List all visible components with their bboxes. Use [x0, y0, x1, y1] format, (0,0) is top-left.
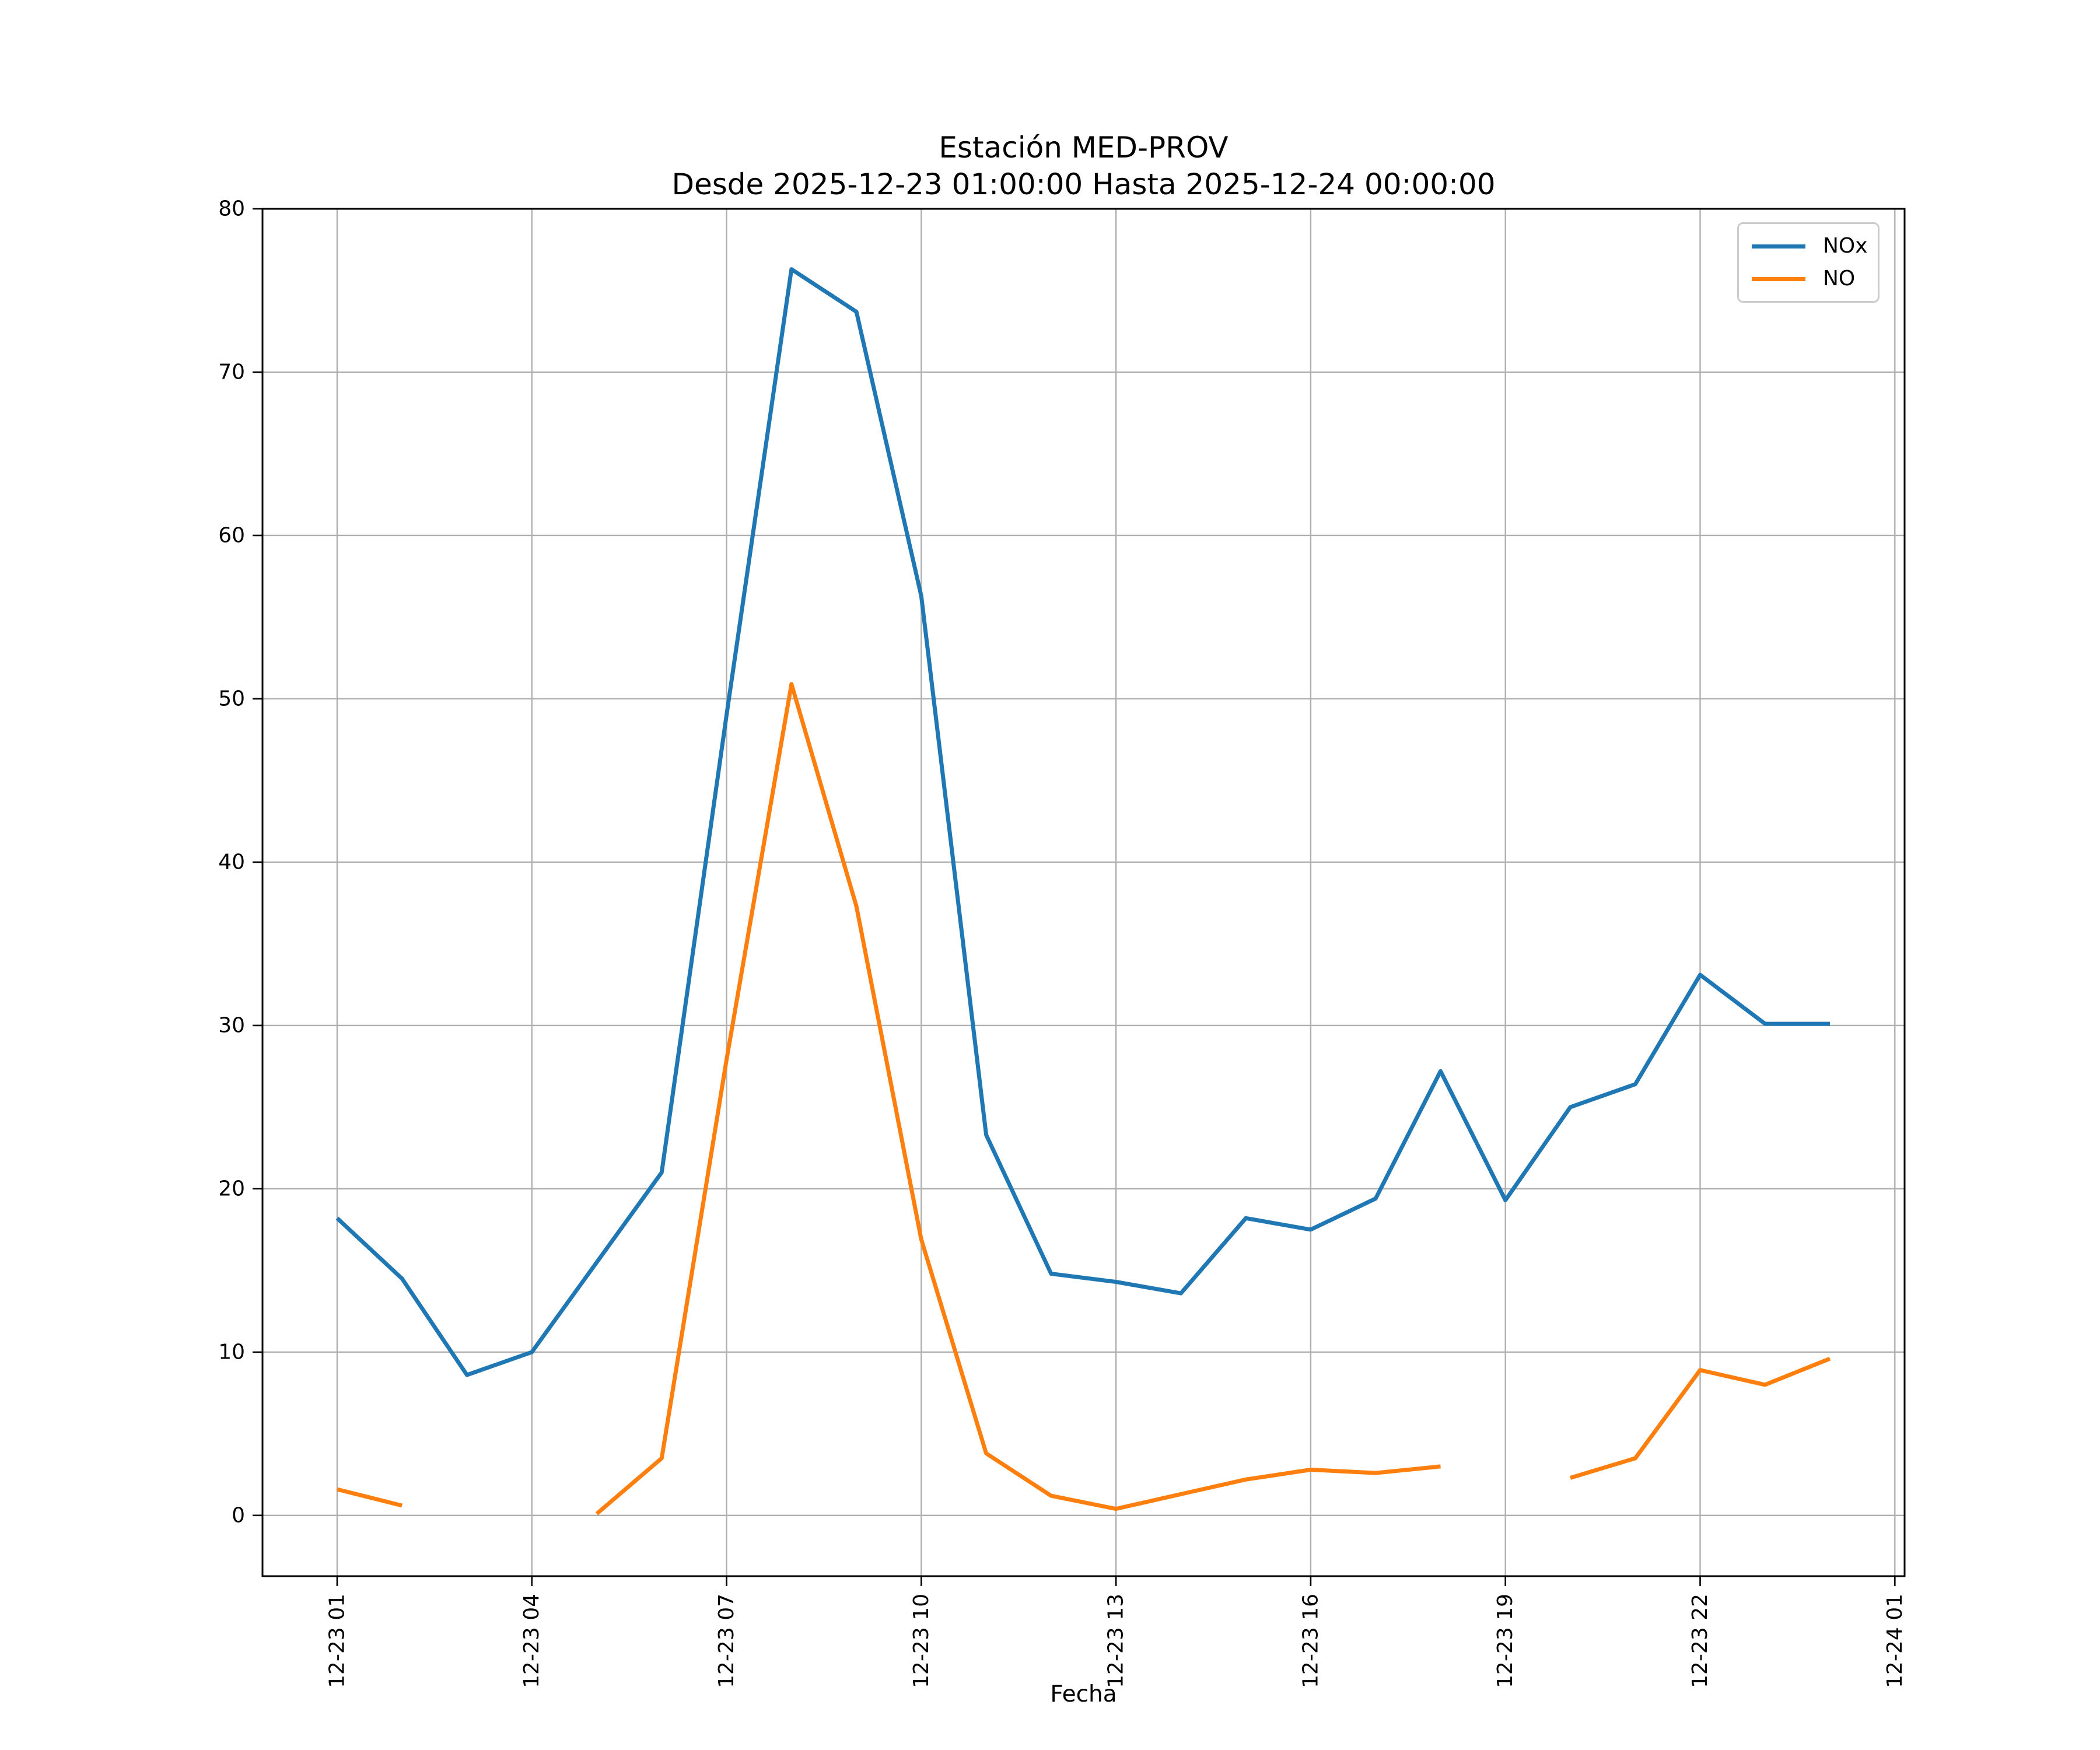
- x-tick-label: 12-23 13: [1104, 1594, 1128, 1688]
- x-tick-label: 12-23 07: [715, 1594, 738, 1688]
- legend-label-no: NO: [1823, 267, 1856, 290]
- legend-entry-nox: NOx: [1752, 236, 1878, 257]
- legend-entry-no: NO: [1752, 268, 1878, 289]
- y-tick-label: 40: [218, 850, 245, 874]
- y-tick-label: 0: [232, 1503, 245, 1527]
- x-tick-label: 12-24 01: [1883, 1594, 1907, 1688]
- legend-label-nox: NOx: [1823, 234, 1868, 258]
- x-tick-label: 12-23 22: [1688, 1594, 1712, 1688]
- chart-title-line1: Estación MED-PROV: [939, 131, 1228, 164]
- x-tick-label: 12-23 19: [1493, 1594, 1517, 1688]
- x-tick-label: 12-23 16: [1298, 1594, 1322, 1688]
- chart-title-line2: Desde 2025-12-23 01:00:00 Hasta 2025-12-…: [671, 167, 1496, 201]
- y-tick-label: 50: [218, 687, 245, 710]
- y-tick-label: 20: [218, 1177, 245, 1200]
- legend-swatch-no: [1752, 276, 1805, 281]
- y-tick-label: 10: [218, 1340, 245, 1364]
- y-tick-label: 30: [218, 1013, 245, 1037]
- axes-spines: [261, 208, 1906, 1577]
- x-tick-label: 12-23 04: [520, 1594, 544, 1688]
- legend-swatch-nox: [1752, 244, 1805, 249]
- series-line-nox: [335, 267, 1830, 1377]
- y-tick-label: 70: [218, 360, 245, 384]
- x-axis-label: Fecha: [1050, 1681, 1117, 1707]
- y-tick-label: 80: [218, 197, 245, 221]
- x-tick-label: 12-23 10: [909, 1594, 933, 1688]
- series-line-no: [337, 682, 1831, 1516]
- legend: NOx NO: [1737, 222, 1880, 303]
- chart-title: Estación MED-PROV Desde 2025-12-23 01:00…: [262, 130, 1905, 203]
- x-tick-label: 12-23 01: [325, 1594, 349, 1688]
- y-tick-label: 60: [218, 523, 245, 547]
